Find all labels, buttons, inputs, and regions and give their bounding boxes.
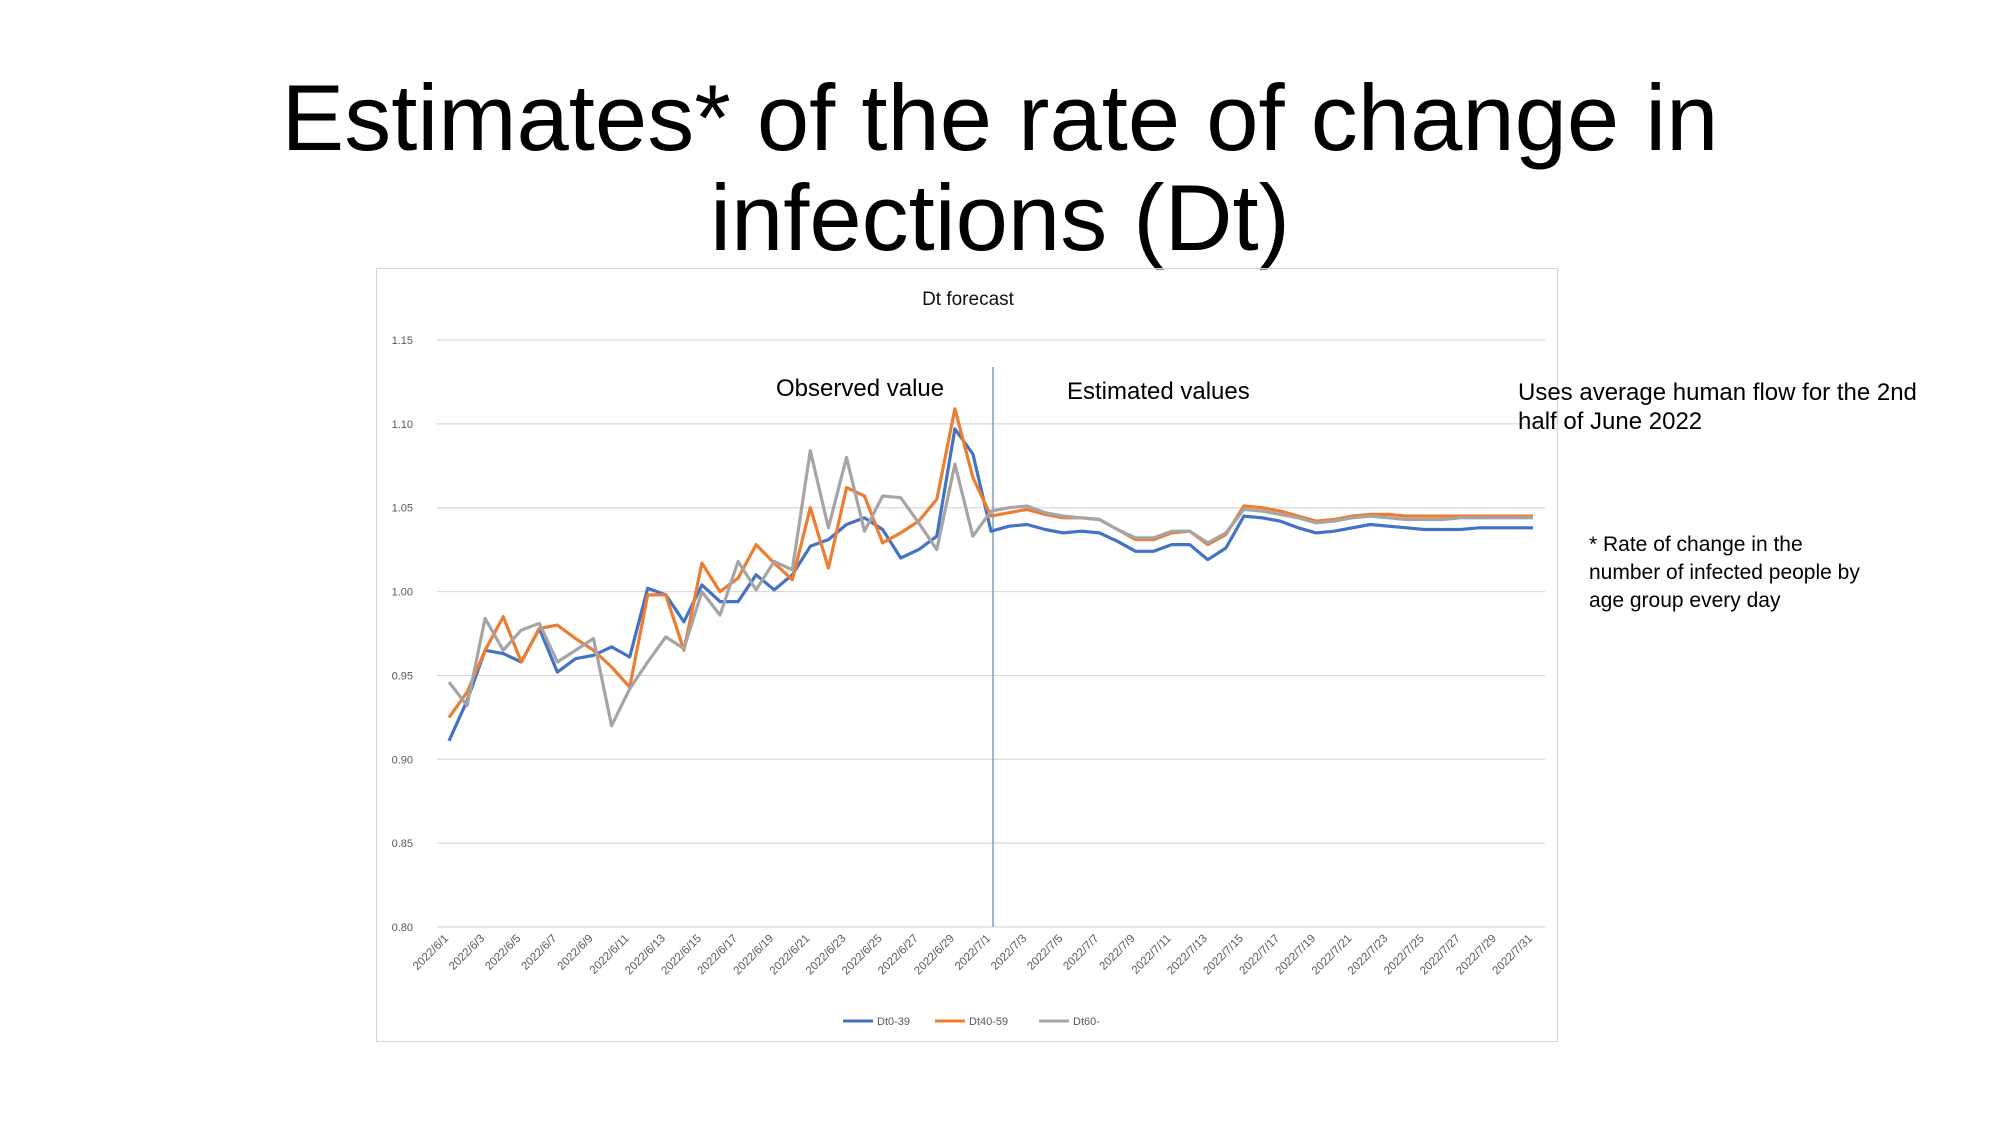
- x-tick-label: 2022/7/5: [1025, 933, 1065, 973]
- y-tick-label: 1.15: [392, 335, 413, 347]
- y-tick-label: 0.80: [392, 922, 413, 934]
- footnote-line-2: number of infected people by: [1589, 561, 1860, 584]
- footnote: * Rate of change in the number of infect…: [1589, 531, 1969, 615]
- estimated-values-label: Estimated values: [1067, 378, 1250, 405]
- legend: Dt0-39 Dt40-59 Dt60-: [843, 1016, 1100, 1028]
- y-axis-ticks: 0.80 0.85 0.90 0.95 1.00 1.05 1.10 1.15: [392, 335, 413, 934]
- slide-title-line-1: Estimates* of the rate of change in: [281, 65, 1719, 170]
- y-tick-label: 1.10: [392, 419, 413, 431]
- y-tick-label: 0.95: [392, 670, 413, 682]
- x-tick-label: 2022/7/7: [1061, 933, 1101, 973]
- series-lines: [447, 407, 1533, 742]
- x-tick-label: 2022/6/5: [483, 933, 523, 973]
- x-tick-label: 2022/7/3: [989, 933, 1029, 973]
- footnote-line-1: * Rate of change in the: [1589, 533, 1803, 556]
- legend-item: Dt0-39: [843, 1016, 910, 1028]
- legend-label: Dt60-: [1073, 1016, 1100, 1028]
- legend-label: Dt40-59: [969, 1016, 1008, 1028]
- y-tick-label: 0.85: [392, 838, 413, 850]
- human-flow-note-line-1: Uses average human flow for the 2nd: [1518, 379, 1917, 406]
- x-tick-label: 2022/6/3: [447, 933, 487, 973]
- x-tick-label: 2022/6/1: [411, 933, 451, 973]
- y-tick-label: 0.90: [392, 754, 413, 766]
- footnote-line-3: age group every day: [1589, 589, 1781, 612]
- y-tick-label: 1.00: [392, 587, 413, 599]
- legend-item: Dt60-: [1039, 1016, 1100, 1028]
- chart-container: Dt forecast 0.80 0.85 0.90 0.95 1.00 1.05 1.10…: [376, 268, 1558, 1042]
- series-dt60-line: [447, 449, 1533, 728]
- line-chart: Dt forecast 0.80 0.85 0.90 0.95 1.00 1.05 1.10…: [392, 289, 1545, 1028]
- human-flow-note-line-2: half of June 2022: [1518, 408, 1703, 435]
- slide-title: Estimates* of the rate of change in infe…: [0, 68, 2000, 268]
- human-flow-note: Uses average human flow for the 2nd half…: [1518, 378, 1988, 436]
- observed-value-label: Observed value: [776, 375, 945, 402]
- series-dt40-59-line: [447, 407, 1533, 719]
- chart-title: Dt forecast: [922, 289, 1015, 310]
- x-tick-label: 2022/6/7: [519, 933, 559, 973]
- series-dt0-39-line: [447, 427, 1533, 742]
- legend-item: Dt40-59: [935, 1016, 1008, 1028]
- gridlines: [437, 339, 1545, 928]
- x-axis-ticks: 2022/6/12022/6/32022/6/52022/6/72022/6/9…: [411, 933, 1535, 978]
- legend-label: Dt0-39: [877, 1016, 910, 1028]
- slide-title-line-2: infections (Dt): [710, 165, 1290, 270]
- y-tick-label: 1.05: [392, 503, 413, 515]
- x-tick-label: 2022/7/1: [953, 933, 993, 973]
